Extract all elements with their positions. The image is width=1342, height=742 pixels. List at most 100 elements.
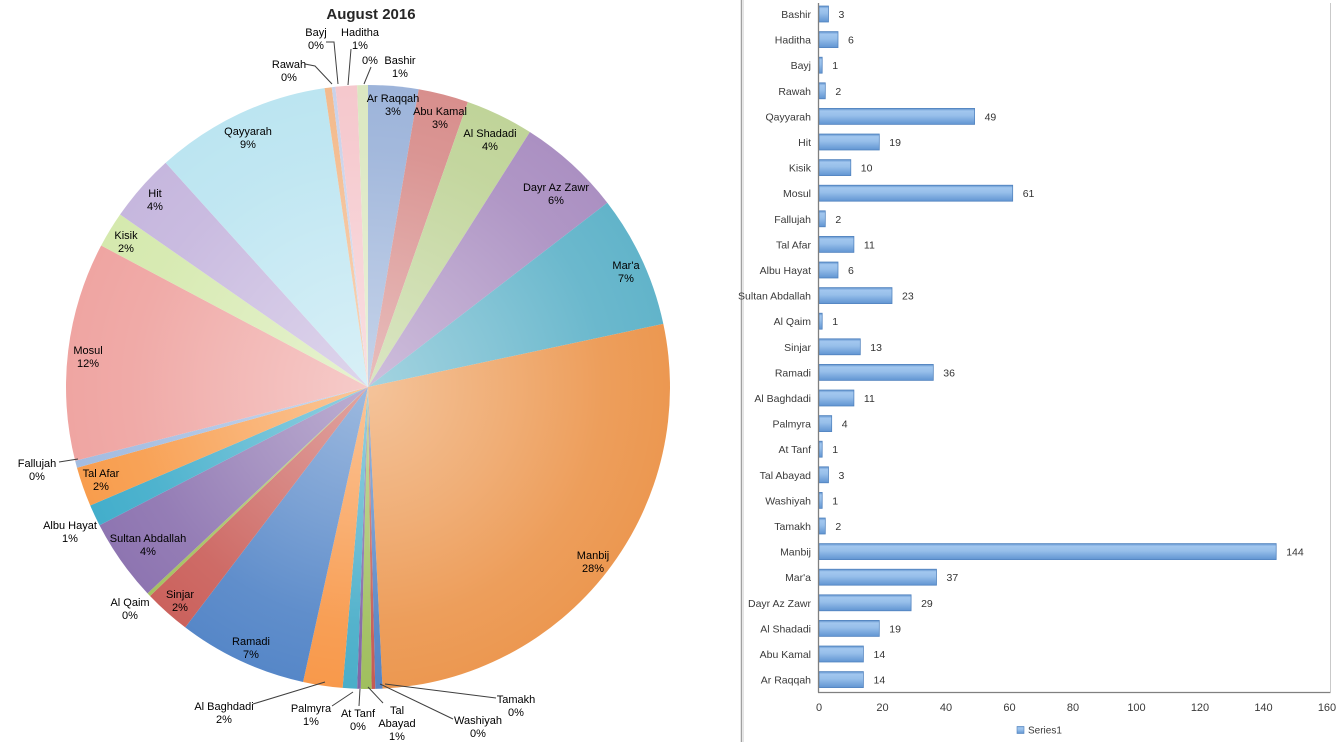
bar-mar-a[interactable]: [818, 568, 937, 586]
bar-manbij[interactable]: [818, 543, 1277, 560]
bar-category-ar-raqqah: Ar Raqqah: [761, 675, 811, 687]
pie-chart-title: August 2016: [326, 6, 415, 23]
x-axis-tick-80: 80: [1067, 702, 1079, 714]
pie-label-bayj: Bayj 0%: [305, 27, 326, 52]
bar-value-dayr-az-zawr: 29: [921, 598, 933, 610]
bar-kisik[interactable]: [818, 159, 852, 176]
bar-chart-panel: Bashir 3 Haditha 6 Bayj 1 Rawah 2 Qayyarah 49 Hit 1…: [738, 3, 1336, 737]
bar-bashir[interactable]: [818, 5, 829, 23]
pie-leader-washiyah: [379, 683, 454, 720]
pie-leader-tamakh: [384, 683, 497, 699]
pie-leader-palmyra: [331, 691, 354, 707]
bar-category-sultan-abdallah: Sultan Abdallah: [738, 291, 811, 303]
bar-value-hit: 19: [889, 137, 901, 149]
bar-category-kisik: Kisik: [789, 163, 812, 175]
bar-sinjar[interactable]: [818, 338, 861, 356]
bar-abu-kamal[interactable]: [818, 645, 864, 663]
bar-category-sinjar: Sinjar: [784, 342, 811, 354]
bar-rows-group: Bashir 3 Haditha 6 Bayj 1 Rawah 2 Qayyarah 49 Hit 1…: [738, 5, 1304, 688]
bar-value-washiyah: 1: [832, 495, 838, 507]
pie-label-qayyarah: Qayyarah 9%: [224, 126, 272, 151]
bar-albu-hayat[interactable]: [818, 261, 839, 279]
bar-value-abu-kamal: 14: [874, 649, 886, 661]
pie-label-hit: Hit 4%: [147, 188, 163, 213]
bar-category-mar-a: Mar'a: [785, 572, 811, 584]
x-axis-tick-60: 60: [1003, 702, 1015, 714]
bar-fallujah[interactable]: [818, 210, 826, 228]
legend-series-label: Series1: [1028, 726, 1062, 737]
bar-value-tal-afar: 11: [864, 239, 875, 251]
bar-value-al-shadadi: 19: [889, 623, 901, 635]
pie-label-mosul: Mosul 12%: [73, 345, 102, 370]
bar-category-at-tanf: At Tanf: [779, 444, 812, 456]
bar-al-qaim[interactable]: [818, 312, 823, 330]
pie-leader-extra-zero-percent: [363, 66, 372, 85]
bar-category-albu-hayat: Albu Hayat: [760, 265, 811, 277]
pie-label-mar-a: Mar'a 7%: [612, 260, 640, 285]
bar-category-mosul: Mosul: [783, 188, 811, 200]
bar-tal-afar[interactable]: [818, 236, 855, 253]
bar-hit[interactable]: [818, 133, 880, 151]
bar-value-sultan-abdallah: 23: [902, 291, 914, 303]
pie-label-fallujah: Fallujah 0%: [18, 458, 57, 483]
bar-value-kisik: 10: [861, 163, 873, 175]
x-axis-tick-0: 0: [816, 702, 822, 714]
bar-qayyarah[interactable]: [818, 108, 975, 125]
legend[interactable]: Series1: [1016, 726, 1062, 737]
bar-mosul[interactable]: [818, 184, 1014, 202]
bar-ramadi[interactable]: [818, 364, 934, 381]
bar-value-fallujah: 2: [835, 214, 841, 226]
pie-label-washiyah: Washiyah 0%: [454, 715, 502, 740]
bar-at-tanf[interactable]: [818, 440, 823, 458]
bar-rawah[interactable]: [818, 82, 826, 100]
pie-label-sultan-abdallah: Sultan Abdallah 4%: [110, 533, 186, 558]
bar-washiyah[interactable]: [818, 492, 823, 509]
bar-category-palmyra: Palmyra: [772, 419, 811, 431]
bar-category-tal-abayad: Tal Abayad: [760, 470, 812, 482]
bar-category-qayyarah: Qayyarah: [765, 111, 811, 123]
bar-category-dayr-az-zawr: Dayr Az Zawr: [748, 598, 812, 610]
x-axis-tick-20: 20: [876, 702, 888, 714]
pie-label-haditha: Haditha 1%: [341, 27, 380, 52]
pie-label-albu-hayat: Albu Hayat 1%: [43, 520, 97, 545]
bar-tamakh[interactable]: [818, 517, 826, 535]
bar-sultan-abdallah[interactable]: [818, 287, 893, 304]
bar-category-haditha: Haditha: [775, 35, 811, 47]
bar-haditha[interactable]: [818, 31, 839, 48]
pie-data-labels-group: Bashir 1%Haditha 1% Bayj 0% Rawah 0% Qayyarah 9%…: [18, 27, 641, 742]
pie-label-tal-abayad: Tal Abayad 1%: [378, 705, 415, 742]
bar-value-haditha: 6: [848, 35, 854, 47]
x-axis-tick-100: 100: [1127, 702, 1145, 714]
pie-label-ar-raqqah: Ar Raqqah 3%: [367, 93, 420, 118]
bar-category-tal-afar: Tal Afar: [776, 239, 812, 251]
pie-label-dayr-az-zawr: Dayr Az Zawr 6%: [523, 182, 589, 207]
bar-category-washiyah: Washiyah: [765, 495, 811, 507]
bar-bayj[interactable]: [818, 56, 823, 74]
bar-category-manbij: Manbij: [780, 547, 811, 559]
bar-value-rawah: 2: [835, 86, 841, 98]
pie-label-tal-afar: Tal Afar 2%: [83, 468, 120, 493]
pie-shading-overlay: [66, 85, 670, 689]
pie-leader-bayj: [326, 41, 339, 85]
bar-palmyra[interactable]: [818, 415, 833, 432]
bar-category-al-shadadi: Al Shadadi: [760, 623, 811, 635]
bar-value-at-tanf: 1: [832, 444, 838, 456]
bar-category-bashir: Bashir: [781, 9, 811, 21]
bar-value-tamakh: 2: [835, 521, 841, 533]
bar-value-ar-raqqah: 14: [874, 675, 886, 687]
pie-leader-rawah: [304, 63, 333, 85]
bar-value-mar-a: 37: [947, 572, 959, 584]
bar-value-mosul: 61: [1023, 188, 1035, 200]
pie-label-manbij: Manbij 28%: [577, 550, 609, 575]
bar-dayr-az-zawr[interactable]: [818, 594, 912, 612]
bar-ar-raqqah[interactable]: [818, 671, 864, 688]
bar-value-bashir: 3: [839, 9, 845, 21]
bar-tal-abayad[interactable]: [818, 466, 829, 484]
pie-label-extra-zero-percent: 0%: [362, 55, 378, 67]
bar-value-bayj: 1: [832, 60, 838, 72]
bar-al-shadadi[interactable]: [818, 620, 880, 637]
bar-category-abu-kamal: Abu Kamal: [760, 649, 811, 661]
bar-al-baghdadi[interactable]: [818, 389, 855, 407]
